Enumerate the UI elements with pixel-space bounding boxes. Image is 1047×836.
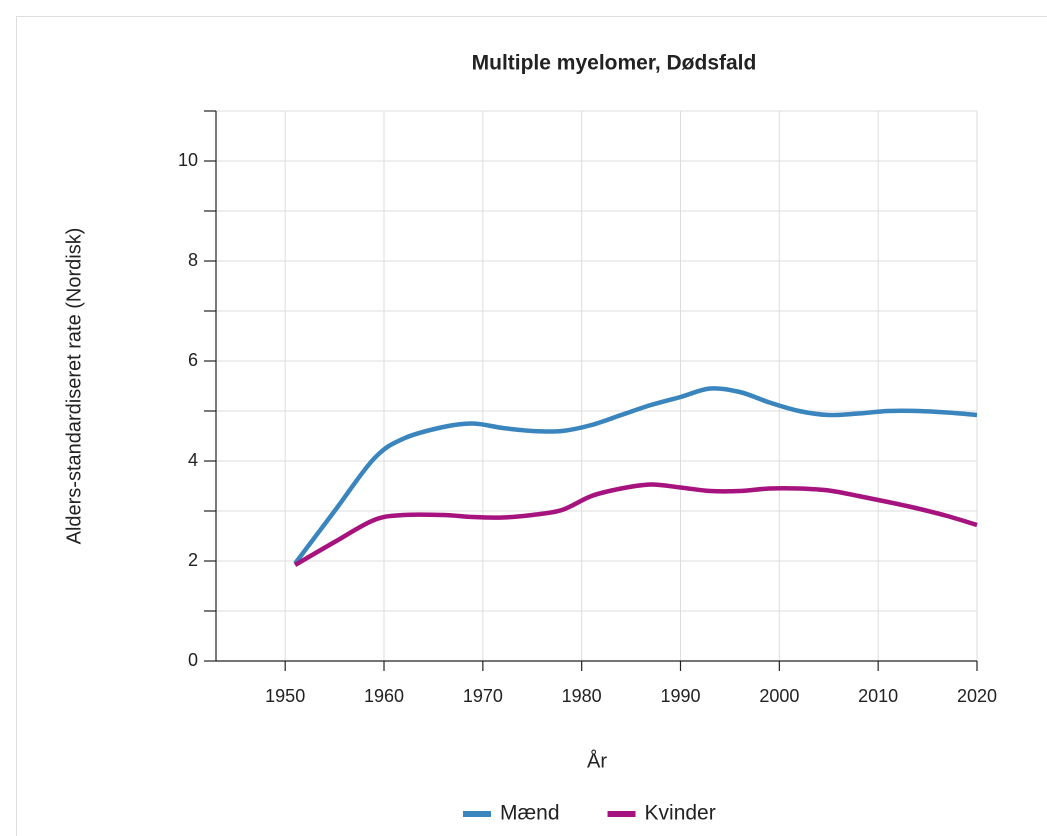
plot (293, 386, 978, 567)
x-tick-label: 1980 (562, 686, 602, 706)
legend-label: Mænd (500, 802, 560, 825)
grid (204, 110, 978, 671)
frame (16, 16, 1047, 836)
x-axis-label: År (587, 749, 607, 772)
x-tick-label: 1990 (660, 686, 700, 706)
x-tick-label: 2010 (858, 686, 898, 706)
y-axis-label: Alders-standardiseret rate (Nordisk) (63, 228, 85, 545)
y-tick-label: 0 (188, 650, 198, 670)
line (293, 482, 978, 567)
x-tick-label: 2000 (759, 686, 799, 706)
y-tick-label: 8 (188, 250, 198, 270)
y-tick-label: 4 (188, 450, 198, 470)
legend-label: Kvinder (645, 802, 716, 825)
x-tick-label: 1950 (265, 686, 305, 706)
y-tick-label: 10 (178, 150, 198, 170)
x-tick-label: 1960 (364, 686, 404, 706)
y-tick-label: 6 (188, 350, 198, 370)
x-tick-label: 1970 (463, 686, 503, 706)
line (293, 386, 978, 565)
y-tick-label: 2 (188, 550, 198, 570)
x-tick-label: 2020 (957, 686, 997, 706)
chart-title: Multiple myelomer, Dødsfald (472, 52, 757, 75)
